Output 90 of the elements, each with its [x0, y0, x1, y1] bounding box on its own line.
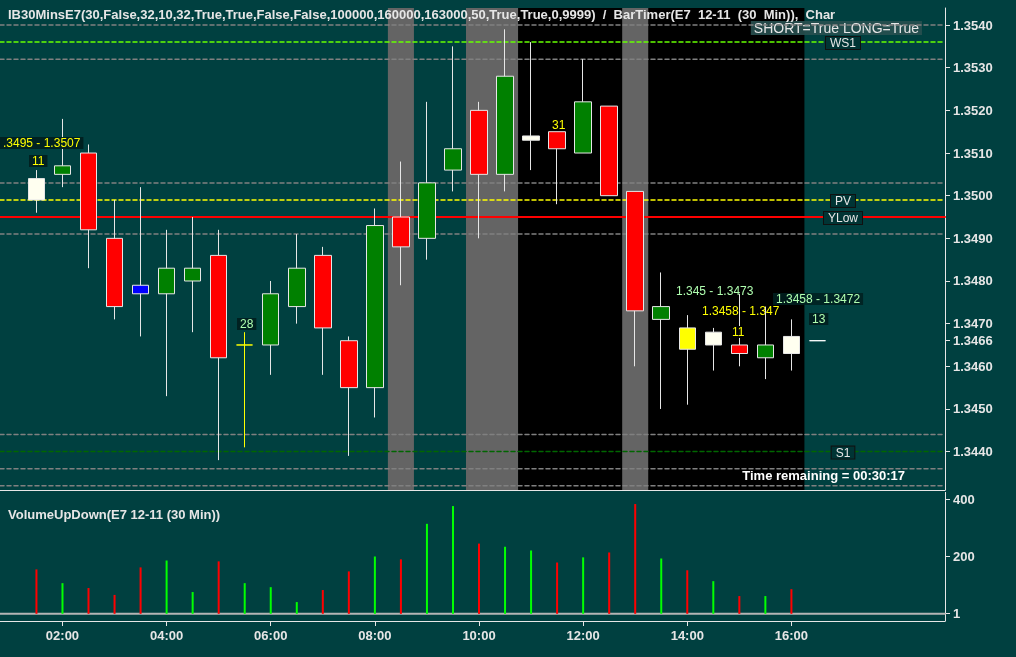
- bar: [451, 506, 454, 614]
- bar: [686, 570, 689, 614]
- y-tick-label: 1.3520: [953, 102, 993, 118]
- bar: [321, 590, 324, 614]
- y-tick-label: 1.3470: [953, 316, 993, 332]
- x-tick-label: 08:00: [358, 628, 392, 643]
- x-tick-label: 16:00: [774, 628, 809, 643]
- bar: [61, 583, 64, 614]
- x-tick-label: 10:00: [462, 628, 496, 643]
- x-tick-label: 14:00: [670, 628, 704, 643]
- bar: [634, 504, 637, 614]
- bar: [139, 567, 142, 614]
- bar: [504, 546, 507, 614]
- ref-line-label: WS1: [829, 36, 857, 51]
- ref-line-label: S1: [835, 445, 851, 460]
- bar: [113, 594, 116, 614]
- bar: [165, 560, 168, 614]
- y-tick-label: 1.3460: [953, 358, 993, 374]
- annotation: 11: [732, 325, 745, 339]
- candlestick: [340, 335, 358, 457]
- bar: [191, 592, 194, 614]
- candlestick: [522, 41, 540, 171]
- candlestick: [210, 229, 227, 461]
- bar: [425, 523, 428, 614]
- y-tick-label: 1.3466: [953, 333, 993, 349]
- candlestick: [288, 233, 306, 325]
- bar: [764, 596, 767, 614]
- y-tick-label: 1.3490: [953, 230, 993, 246]
- ref-line-label: YLow: [827, 211, 859, 226]
- y-tick-label: 200: [953, 549, 975, 564]
- y-tick-label: 1.3510: [953, 145, 993, 161]
- bar: [399, 559, 402, 614]
- bar: [35, 569, 38, 614]
- bar: [217, 561, 220, 614]
- bar: [373, 556, 376, 614]
- bar: [347, 571, 350, 614]
- candlestick: [132, 186, 149, 337]
- bar: [712, 581, 715, 614]
- annotation: 31: [552, 118, 566, 132]
- y-tick-label: 1.3450: [953, 401, 993, 417]
- x-tick-label: 12:00: [566, 628, 600, 643]
- candlestick: [444, 45, 462, 192]
- candlestick: [496, 28, 514, 192]
- x-tick-label: 02:00: [45, 628, 80, 643]
- chart-title: IB30MinsE7(30,False,32,10,32,True,True,False,False,100000,160000,163000,50,True,True,0,9999) / BarTimer(E7 12-11 (30 Min)), Char: [8, 7, 836, 22]
- bar: [582, 557, 585, 614]
- bar: [243, 583, 246, 614]
- candlestick: [574, 58, 592, 154]
- bar: [295, 602, 298, 614]
- candlestick: [652, 271, 670, 410]
- candlestick: [679, 314, 696, 406]
- bar: [790, 589, 793, 614]
- annotation: 11: [32, 154, 45, 168]
- annotation: 13: [812, 312, 826, 326]
- bar: [478, 543, 481, 614]
- bar: [87, 588, 90, 614]
- y-tick-label: 1.3500: [953, 188, 993, 204]
- candlestick: [184, 216, 201, 333]
- text: VolumeUpDown(E7 12-11 (30 Min)): [8, 507, 221, 522]
- ref-line-label: PV: [834, 193, 852, 208]
- bar: [608, 552, 611, 614]
- annotation: .3495 - 1.3507: [3, 136, 81, 150]
- y-tick-label: 1.3530: [953, 60, 993, 76]
- candlestick: [548, 131, 566, 205]
- candlestick: [262, 280, 279, 376]
- bar: [738, 596, 741, 614]
- y-tick-label: 1.3540: [953, 17, 993, 33]
- candlestick: [366, 207, 384, 418]
- candlestick: [314, 246, 332, 376]
- bar: [530, 550, 533, 614]
- candlestick: [783, 318, 800, 372]
- candlestick: [28, 169, 45, 214]
- candlestick: [600, 105, 618, 197]
- y-tick-label: 1: [953, 606, 961, 622]
- y-tick-label: 1.3480: [953, 273, 993, 289]
- candlestick: [418, 101, 436, 261]
- bar: [660, 558, 663, 614]
- x-tick-label: 06:00: [254, 628, 288, 643]
- y-tick-label: 400: [953, 491, 975, 507]
- y-tick-label: 1.3440: [953, 444, 993, 460]
- bar: [556, 562, 559, 614]
- annotation: 1.3458 - 1.3472: [776, 292, 861, 306]
- bar: [269, 587, 272, 614]
- candlestick: [236, 331, 253, 448]
- annotation: 1.345 - 1.3473: [676, 284, 754, 298]
- annotation: Time remaining = 00:30:17: [742, 468, 906, 483]
- annotation: 28: [240, 317, 254, 331]
- x-tick-label: 04:00: [149, 628, 184, 643]
- candlestick: [705, 327, 722, 372]
- candlestick: [158, 229, 175, 397]
